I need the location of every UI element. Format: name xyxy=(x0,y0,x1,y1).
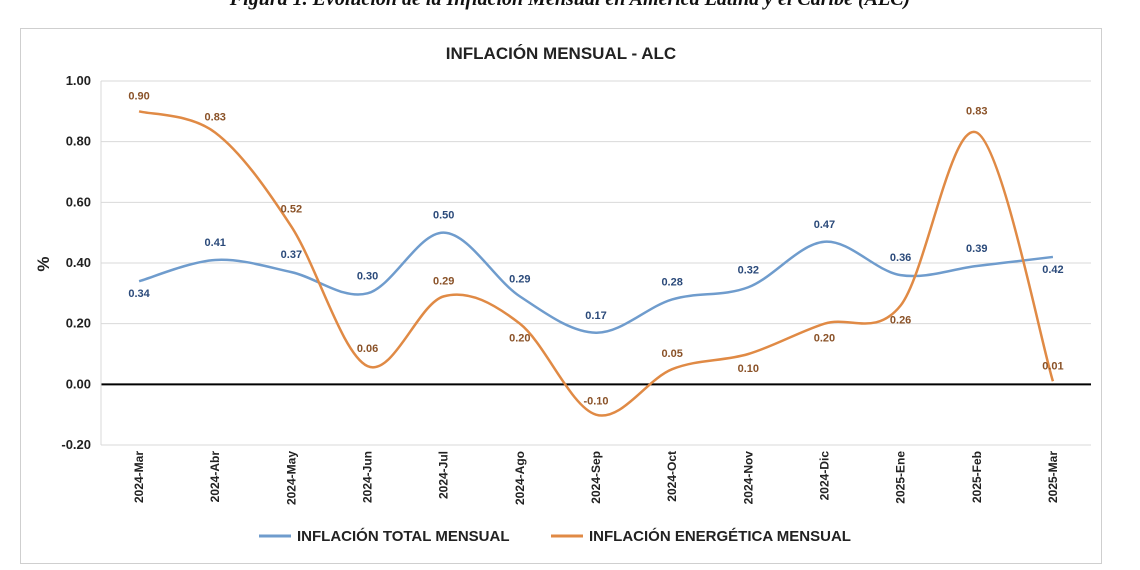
legend-label: INFLACIÓN ENERGÉTICA MENSUAL xyxy=(589,527,851,545)
total-data-label: 0.50 xyxy=(433,210,454,222)
total-data-label: 0.17 xyxy=(585,310,606,322)
energy-data-label: 0.20 xyxy=(814,333,835,345)
y-tick-label: 0.80 xyxy=(66,134,91,149)
data-labels: 0.34 0.41 0.37 0.30 0.50 0.29 0.17 0.28 0.32 0.47… xyxy=(128,90,1063,407)
y-tick-labels: 1.00 0.80 0.60 0.40 0.20 0.00 -0.20 xyxy=(61,73,91,452)
y-tick-label: 0.60 xyxy=(66,194,91,209)
series-lines xyxy=(138,110,1055,417)
figure-caption: Figura 1. Evolución de la Inflación Mens… xyxy=(0,0,1140,11)
x-tick-label: 2024-Abr xyxy=(208,451,222,503)
x-tick-label: 2025-Ene xyxy=(894,451,908,504)
chart-frame: INFLACIÓN MENSUAL - ALC % 1.00 0.80 0.60 0.… xyxy=(20,28,1102,564)
x-tick-label: 2024-Jun xyxy=(361,451,375,503)
energy-data-label: 0.83 xyxy=(205,112,226,124)
energy-data-label: 0.20 xyxy=(509,333,530,345)
total-data-label: 0.42 xyxy=(1042,264,1063,276)
total-data-label: 0.39 xyxy=(966,243,987,255)
chart-title: INFLACIÓN MENSUAL - ALC xyxy=(446,44,676,63)
x-tick-label: 2024-Mar xyxy=(132,451,146,503)
energy-data-label: 0.52 xyxy=(281,204,302,216)
x-tick-label: 2024-Nov xyxy=(741,451,755,505)
total-data-label: 0.30 xyxy=(357,270,378,282)
total-data-label: 0.41 xyxy=(205,237,226,249)
y-tick-label: 1.00 xyxy=(66,73,91,88)
energy-data-label: 0.05 xyxy=(661,348,682,360)
y-tick-label: 0.20 xyxy=(66,316,91,331)
total-data-label: 0.34 xyxy=(128,288,150,300)
x-tick-label: 2025-Mar xyxy=(1046,451,1060,503)
total-data-label: 0.47 xyxy=(814,219,835,231)
total-data-label: 0.36 xyxy=(890,252,911,264)
y-axis-label: % xyxy=(34,256,53,271)
x-tick-label: 2025-Feb xyxy=(970,451,984,503)
line-chart: INFLACIÓN MENSUAL - ALC % 1.00 0.80 0.60 0.… xyxy=(34,44,1091,545)
energy-data-label: 0.26 xyxy=(890,314,911,326)
total-inflation-line xyxy=(138,231,1054,335)
energy-data-label: 0.90 xyxy=(128,90,149,102)
energy-data-label: 0.10 xyxy=(738,363,759,375)
x-tick-label: 2024-Dic xyxy=(817,451,831,501)
y-tick-label: 0.40 xyxy=(66,255,91,270)
energy-data-label: 0.01 xyxy=(1042,360,1063,372)
energy-inflation-line xyxy=(138,110,1055,417)
y-tick-label: -0.20 xyxy=(61,437,91,452)
x-tick-label: 2024-Sep xyxy=(589,451,603,504)
x-tick-labels: 2024-Mar 2024-Abr 2024-May 2024-Jun 2024-Jul… xyxy=(132,451,1060,505)
x-tick-label: 2024-Ago xyxy=(513,451,527,505)
energy-data-label: 0.83 xyxy=(966,106,987,118)
legend-label: INFLACIÓN TOTAL MENSUAL xyxy=(297,527,510,545)
x-tick-label: 2024-Jul xyxy=(437,451,451,499)
x-tick-label: 2024-May xyxy=(284,451,298,505)
total-data-label: 0.37 xyxy=(281,249,302,261)
total-data-label: 0.29 xyxy=(509,273,530,285)
legend: INFLACIÓN TOTAL MENSUAL INFLACIÓN ENERGÉT… xyxy=(259,527,851,545)
x-tick-label: 2024-Oct xyxy=(665,451,679,502)
gridlines xyxy=(100,80,1091,446)
energy-data-label: -0.10 xyxy=(583,396,608,408)
energy-data-label: 0.06 xyxy=(357,343,378,355)
energy-data-label: 0.29 xyxy=(433,275,454,287)
total-data-label: 0.28 xyxy=(661,276,682,288)
y-tick-label: 0.00 xyxy=(66,376,91,391)
total-data-label: 0.32 xyxy=(738,264,759,276)
